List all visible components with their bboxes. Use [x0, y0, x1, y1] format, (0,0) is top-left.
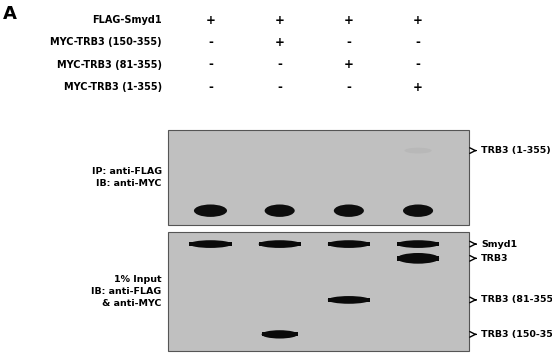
Ellipse shape: [262, 330, 298, 338]
Text: +: +: [344, 14, 354, 27]
Bar: [258, 242, 301, 246]
Ellipse shape: [258, 240, 301, 248]
Bar: [262, 332, 298, 337]
Text: Smyd1: Smyd1: [481, 240, 517, 248]
Text: -: -: [347, 36, 351, 49]
Text: MYC-TRB3 (1-355): MYC-TRB3 (1-355): [63, 82, 162, 92]
Text: FLAG-Smyd1: FLAG-Smyd1: [92, 15, 162, 25]
Bar: [168, 232, 469, 351]
Text: -: -: [208, 81, 213, 94]
Ellipse shape: [264, 204, 295, 217]
Ellipse shape: [405, 148, 432, 153]
Text: TRB3 (81-355): TRB3 (81-355): [481, 296, 552, 305]
Text: -: -: [208, 36, 213, 49]
Bar: [328, 298, 370, 302]
Bar: [397, 256, 439, 261]
Text: A: A: [3, 5, 17, 23]
Ellipse shape: [334, 204, 364, 217]
Text: MYC-TRB3 (150-355): MYC-TRB3 (150-355): [50, 37, 162, 48]
Ellipse shape: [397, 253, 439, 264]
Text: TRB3: TRB3: [481, 254, 509, 263]
Text: MYC-TRB3 (81-355): MYC-TRB3 (81-355): [57, 60, 162, 70]
Bar: [189, 242, 231, 246]
Bar: [328, 242, 370, 246]
Text: -: -: [416, 36, 421, 49]
Text: IP: anti-FLAG
IB: anti-MYC: IP: anti-FLAG IB: anti-MYC: [92, 167, 162, 188]
Text: +: +: [275, 36, 285, 49]
Ellipse shape: [328, 296, 370, 304]
Bar: [397, 242, 439, 246]
Ellipse shape: [189, 240, 231, 248]
Ellipse shape: [328, 240, 370, 248]
Text: TRB3 (150-355): TRB3 (150-355): [481, 330, 552, 339]
Text: -: -: [277, 81, 282, 94]
Text: +: +: [344, 58, 354, 71]
Text: 1% Input
IB: anti-FLAG
& anti-MYC: 1% Input IB: anti-FLAG & anti-MYC: [92, 275, 162, 308]
Ellipse shape: [194, 204, 227, 217]
Text: +: +: [275, 14, 285, 27]
Text: -: -: [416, 58, 421, 71]
Text: +: +: [413, 14, 423, 27]
Text: TRB3 (1-355): TRB3 (1-355): [481, 146, 551, 155]
Text: -: -: [347, 81, 351, 94]
Text: +: +: [205, 14, 215, 27]
Ellipse shape: [397, 240, 439, 248]
Text: +: +: [413, 81, 423, 94]
Bar: [168, 130, 469, 225]
Text: -: -: [277, 58, 282, 71]
Ellipse shape: [403, 204, 433, 217]
Text: -: -: [208, 58, 213, 71]
